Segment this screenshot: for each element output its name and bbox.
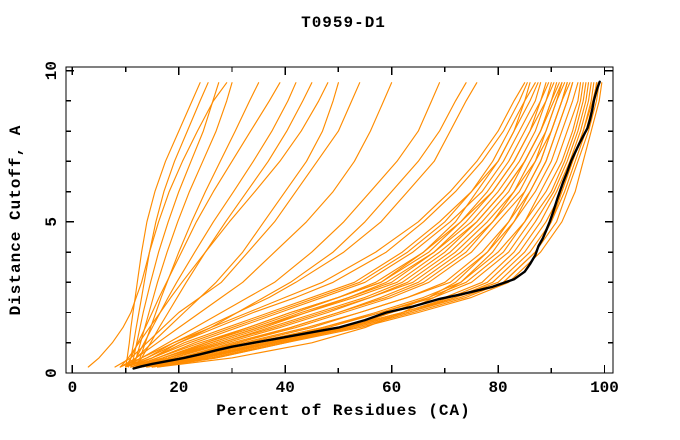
y-axis-label: Distance Cutoff, A <box>7 124 25 316</box>
model-curve <box>127 82 209 368</box>
model-curve <box>130 82 555 368</box>
x-axis-label: Percent of Residues (CA) <box>216 402 471 420</box>
model-curve <box>125 82 478 368</box>
x-tick-label: 60 <box>382 379 401 397</box>
model-curve <box>130 82 297 368</box>
model-curve <box>87 82 228 368</box>
model-curve <box>135 82 260 368</box>
x-tick-label: 100 <box>590 379 619 397</box>
model-curve <box>135 82 550 368</box>
model-curve <box>125 82 201 368</box>
x-tick-label: 20 <box>169 379 188 397</box>
model-curve <box>114 82 361 368</box>
best-model-curve <box>132 80 601 370</box>
model-curve <box>130 82 542 368</box>
y-tick-label: 10 <box>43 61 61 80</box>
model-curve <box>135 82 579 368</box>
model-curve <box>125 82 441 368</box>
model-curve <box>135 82 563 368</box>
model-curve <box>135 82 313 368</box>
model-curve <box>156 82 574 368</box>
model-curve <box>125 82 281 368</box>
model-curve <box>130 82 467 368</box>
model-curve <box>125 82 536 368</box>
chart-title: T0959-D1 <box>301 14 386 32</box>
x-tick-label: 0 <box>68 379 78 397</box>
model-curve <box>146 82 598 368</box>
y-tick-label: 5 <box>43 217 61 227</box>
model-curve <box>119 82 393 368</box>
model-curve <box>146 82 571 368</box>
model-curve <box>125 82 539 368</box>
model-curve <box>125 82 339 368</box>
plot-border <box>65 66 614 374</box>
model-curve <box>119 82 329 368</box>
model-curve <box>151 82 568 368</box>
model-curve <box>146 82 590 368</box>
x-tick-label: 40 <box>276 379 295 397</box>
y-tick-label: 0 <box>43 368 61 378</box>
x-tick-label: 80 <box>488 379 507 397</box>
model-curve <box>141 82 563 368</box>
model-curve <box>130 82 220 368</box>
